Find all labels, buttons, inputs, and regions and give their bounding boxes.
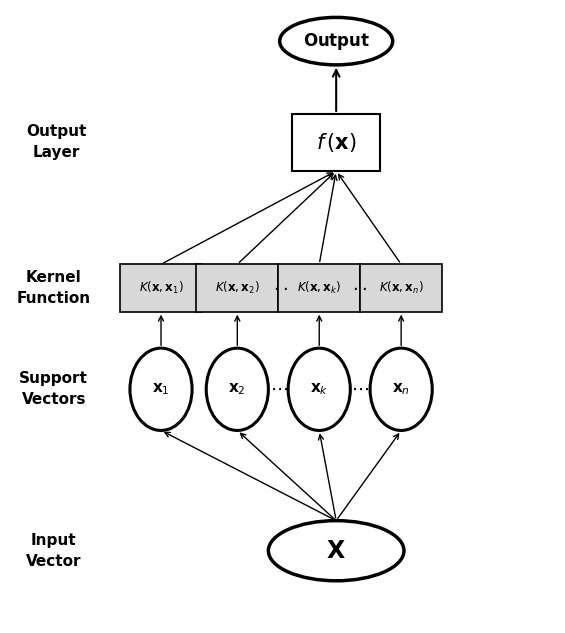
Text: $\mathbf{x}_1$: $\mathbf{x}_1$ (152, 382, 170, 397)
FancyBboxPatch shape (360, 265, 442, 311)
FancyBboxPatch shape (293, 114, 380, 171)
Text: $\mathbf{x}_k$: $\mathbf{x}_k$ (310, 382, 328, 397)
FancyBboxPatch shape (197, 265, 278, 311)
Text: $\mathbf{x}_2$: $\mathbf{x}_2$ (228, 382, 246, 397)
Text: $K(\mathbf{x},\mathbf{x}_n)$: $K(\mathbf{x},\mathbf{x}_n)$ (379, 280, 424, 296)
Text: $\cdot\cdot$: $\cdot\cdot$ (273, 279, 288, 297)
Ellipse shape (280, 18, 393, 65)
Text: $\cdot\cdot$: $\cdot\cdot$ (353, 279, 367, 297)
Ellipse shape (130, 348, 192, 430)
Ellipse shape (370, 348, 432, 430)
Text: $\cdots$: $\cdots$ (270, 380, 288, 398)
Text: $\cdots$: $\cdots$ (351, 380, 369, 398)
Text: $K(\mathbf{x},\mathbf{x}_k)$: $K(\mathbf{x},\mathbf{x}_k)$ (297, 280, 341, 296)
Text: $\mathbf{Output}$: $\mathbf{Output}$ (302, 30, 370, 52)
Text: Support
Vectors: Support Vectors (19, 372, 88, 407)
Text: Output
Layer: Output Layer (27, 125, 86, 160)
Ellipse shape (206, 348, 268, 430)
Text: $K(\mathbf{x},\mathbf{x}_2)$: $K(\mathbf{x},\mathbf{x}_2)$ (215, 280, 260, 296)
Text: $K(\mathbf{x},\mathbf{x}_1)$: $K(\mathbf{x},\mathbf{x}_1)$ (138, 280, 184, 296)
Text: Input
Vector: Input Vector (26, 533, 81, 568)
Text: $\mathbf{X}$: $\mathbf{X}$ (327, 539, 346, 563)
FancyBboxPatch shape (278, 265, 360, 311)
Text: Kernel
Function: Kernel Function (16, 270, 91, 306)
Text: $f\,(\mathbf{x})$: $f\,(\mathbf{x})$ (316, 131, 357, 154)
FancyBboxPatch shape (120, 265, 202, 311)
Ellipse shape (268, 520, 404, 581)
Text: $\mathbf{x}_n$: $\mathbf{x}_n$ (392, 382, 410, 397)
Ellipse shape (288, 348, 350, 430)
